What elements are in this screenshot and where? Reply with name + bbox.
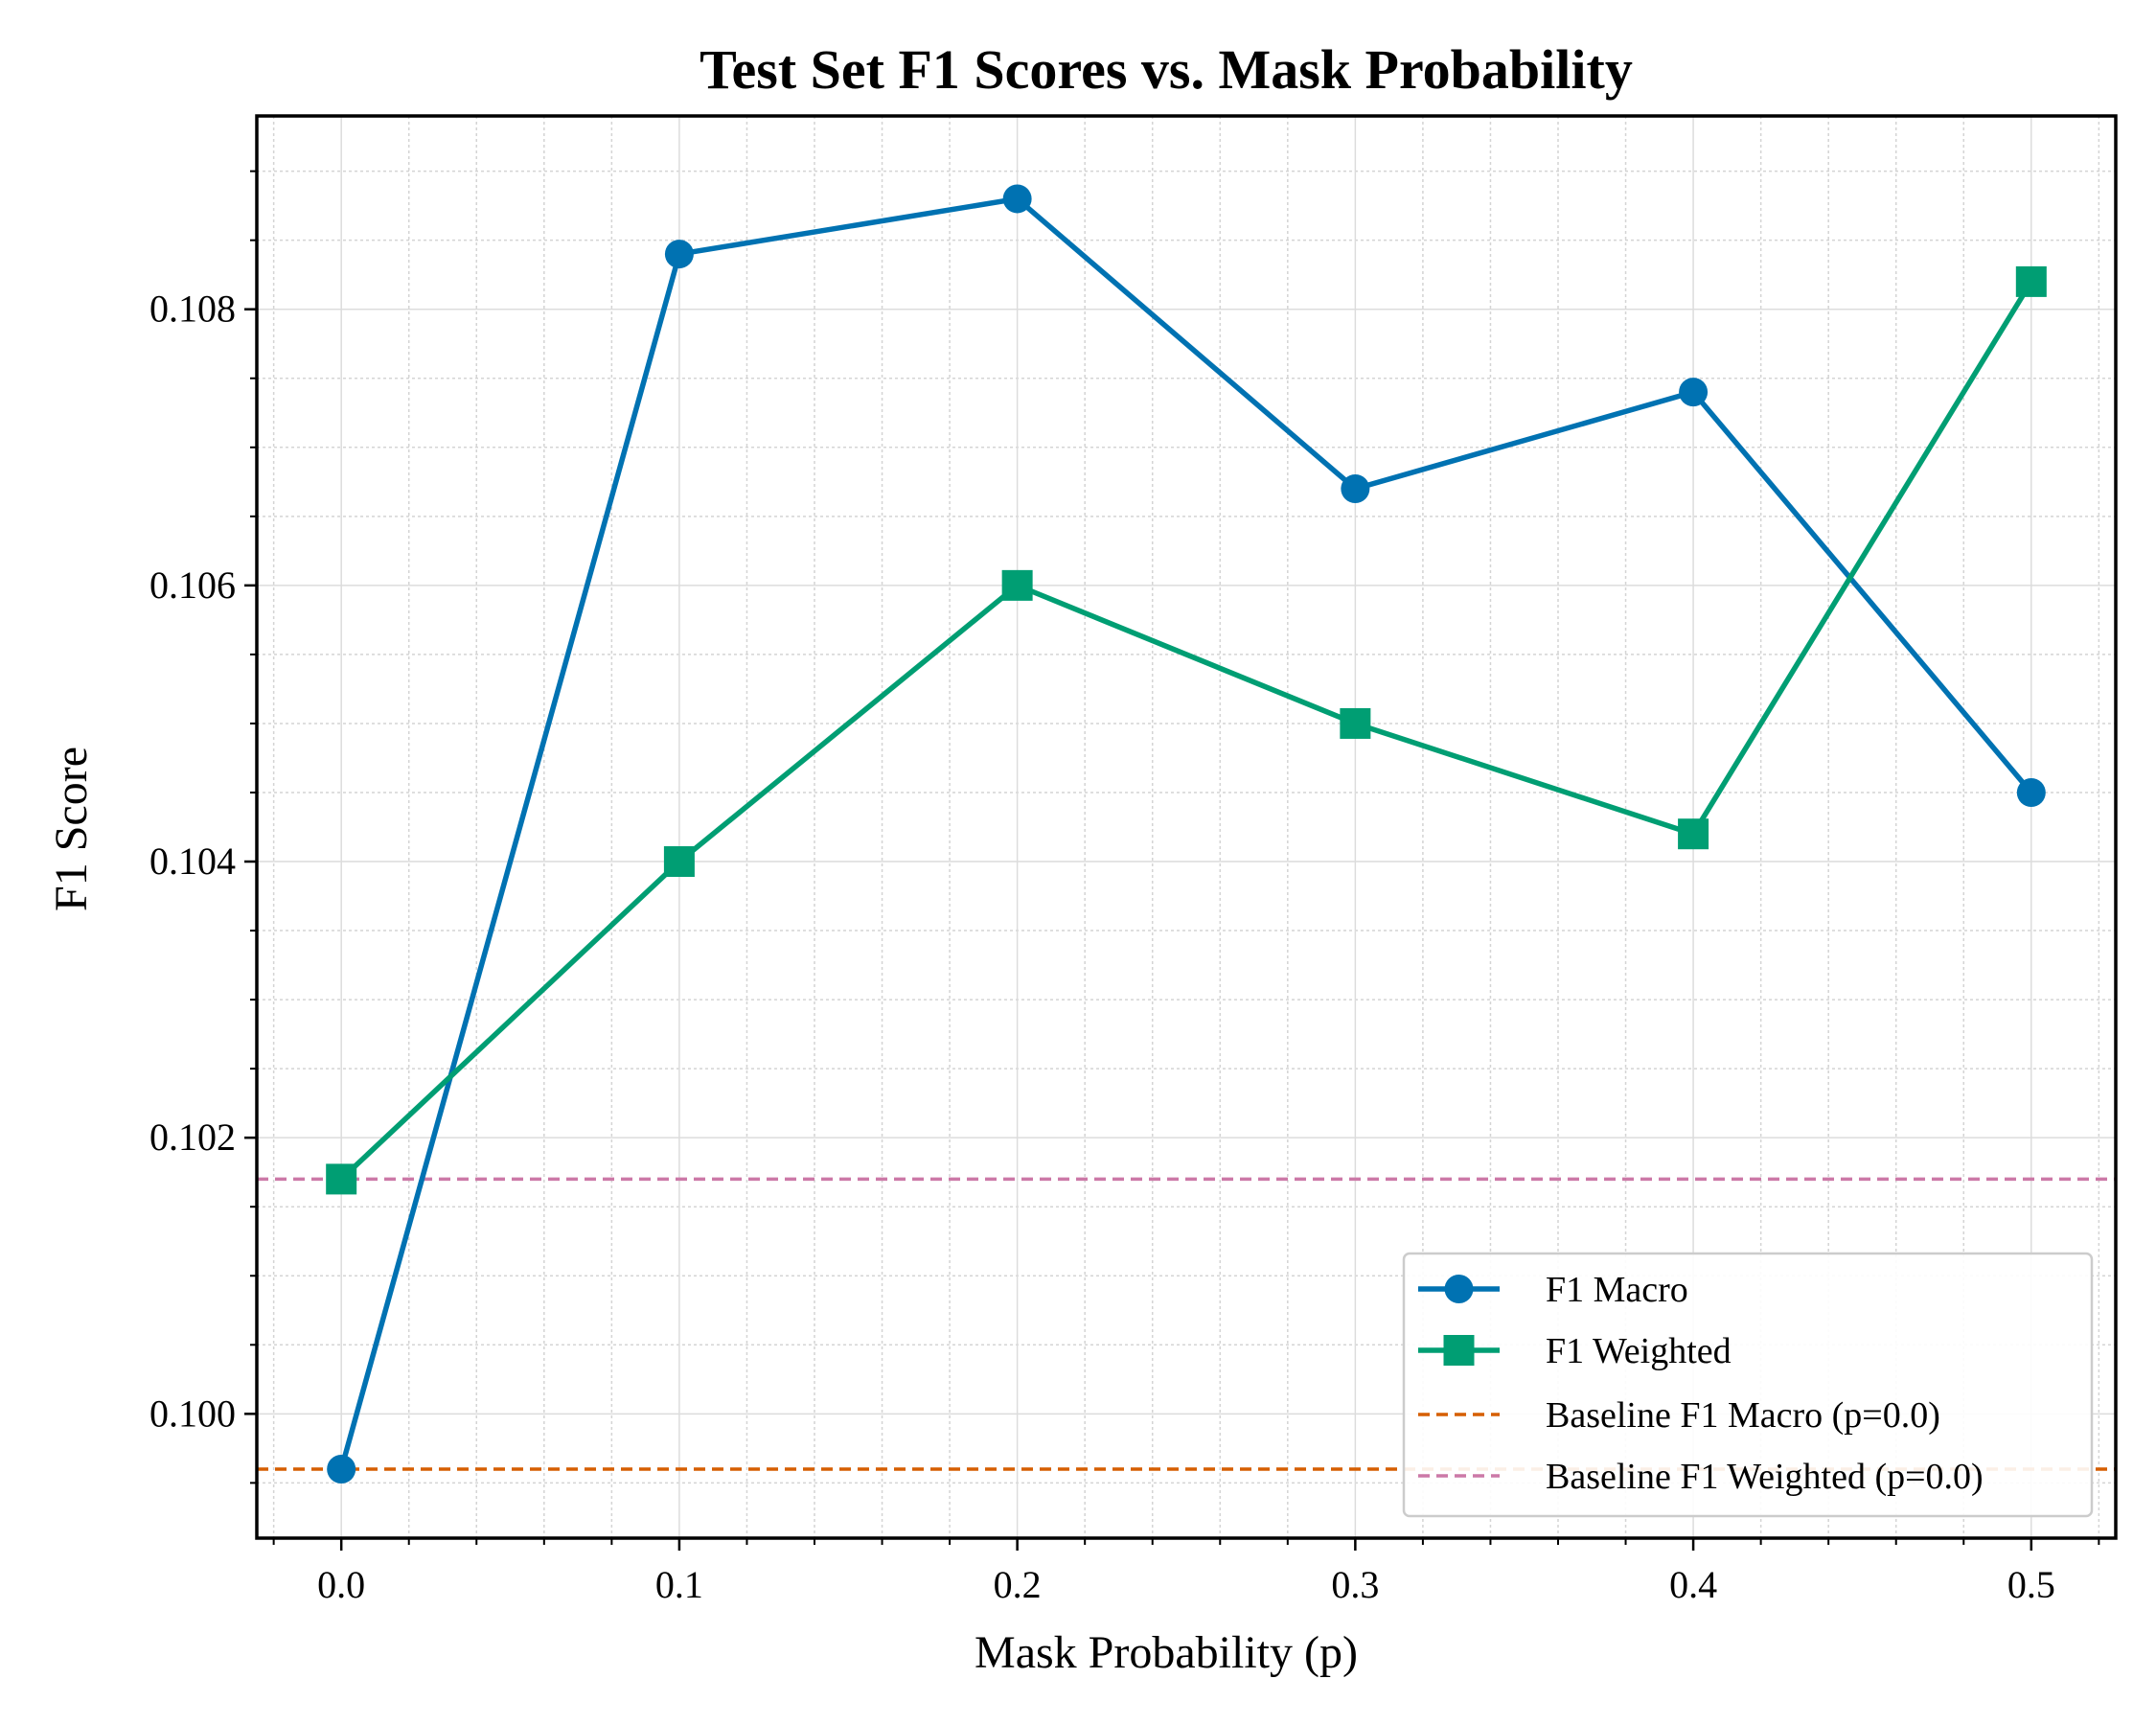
- legend-marker-circle: [1444, 1275, 1474, 1303]
- x-tick-label: 0.2: [994, 1563, 1042, 1606]
- data-point-circle: [664, 240, 694, 269]
- legend: F1 Macro F1 Weighted Baseline F1 Macro (p=…: [1402, 1252, 2094, 1518]
- y-tick-label: 0.108: [149, 288, 236, 331]
- data-point-square: [1678, 818, 1709, 850]
- plot-area: 0.0 0.1 0.2 0.3 0.4 0.5 0.100 0.102 0.104 0.106 0.…: [149, 114, 2118, 1606]
- y-tick-label: 0.102: [149, 1116, 236, 1159]
- data-point-circle: [1341, 474, 1370, 504]
- x-tick-label: 0.3: [1331, 1563, 1379, 1606]
- data-point-square: [2015, 265, 2047, 297]
- axes-frame: [255, 114, 2118, 1540]
- data-point-square: [326, 1163, 357, 1195]
- y-tick-label: 0.104: [149, 840, 236, 883]
- legend-entry-label: F1 Macro: [1546, 1270, 1688, 1310]
- data-point-circle: [2016, 777, 2046, 807]
- data-point-circle: [327, 1454, 356, 1484]
- chart-title: Test Set F1 Scores vs. Mask Probability: [700, 38, 1633, 101]
- series-line: [339, 280, 2034, 1182]
- data-point-square: [663, 846, 695, 878]
- y-tick-label: 0.100: [149, 1392, 236, 1435]
- legend-entry-label: F1 Weighted: [1546, 1331, 1732, 1371]
- x-tick-label: 0.5: [2007, 1563, 2055, 1606]
- data-point-circle: [1679, 378, 1709, 407]
- x-axis-label: Mask Probability (p): [975, 1627, 1358, 1678]
- y-axis-label: F1 Score: [46, 747, 97, 911]
- data-point-square: [1001, 569, 1033, 601]
- y-tick-label: 0.106: [149, 564, 236, 607]
- legend-entry-label: Baseline F1 Macro (p=0.0): [1546, 1395, 1940, 1436]
- x-tick-label: 0.0: [317, 1563, 365, 1606]
- data-point-circle: [1002, 184, 1032, 214]
- x-tick-label: 0.1: [655, 1563, 703, 1606]
- x-tick-label: 0.4: [1669, 1563, 1717, 1606]
- legend-marker-square: [1443, 1335, 1475, 1366]
- legend-entry-label: Baseline F1 Weighted (p=0.0): [1546, 1457, 1984, 1497]
- legend-box: [1402, 1252, 2094, 1518]
- data-point-square: [1340, 707, 1371, 739]
- series-line: [338, 196, 2033, 1470]
